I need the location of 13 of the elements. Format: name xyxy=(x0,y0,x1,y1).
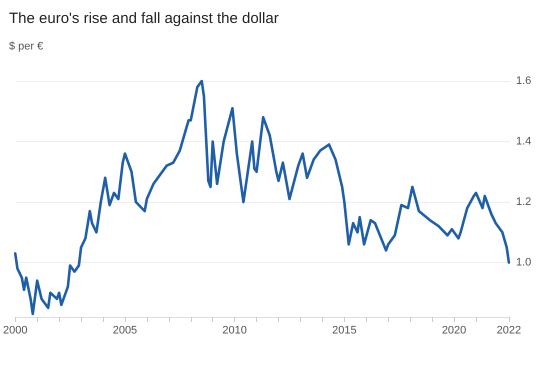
line-series xyxy=(14,80,510,316)
x-tick-label: 2015 xyxy=(332,324,357,336)
y-tick-label: 1.4 xyxy=(516,136,532,148)
y-tick-label: 1.6 xyxy=(516,75,532,87)
y-tick-label: 1.2 xyxy=(516,196,532,208)
x-tick-label: 2020 xyxy=(442,324,466,336)
x-tick-label: 2005 xyxy=(112,324,138,336)
y-axis-title: $ per € xyxy=(9,40,44,52)
y-tick-label: 1.0 xyxy=(516,256,532,269)
x-tick-label: 2022 xyxy=(496,324,522,336)
chart-title: The euro's rise and fall against the dollar xyxy=(9,10,279,27)
x-tick-label: 2000 xyxy=(2,324,28,336)
x-tick-label: 2010 xyxy=(222,324,247,336)
